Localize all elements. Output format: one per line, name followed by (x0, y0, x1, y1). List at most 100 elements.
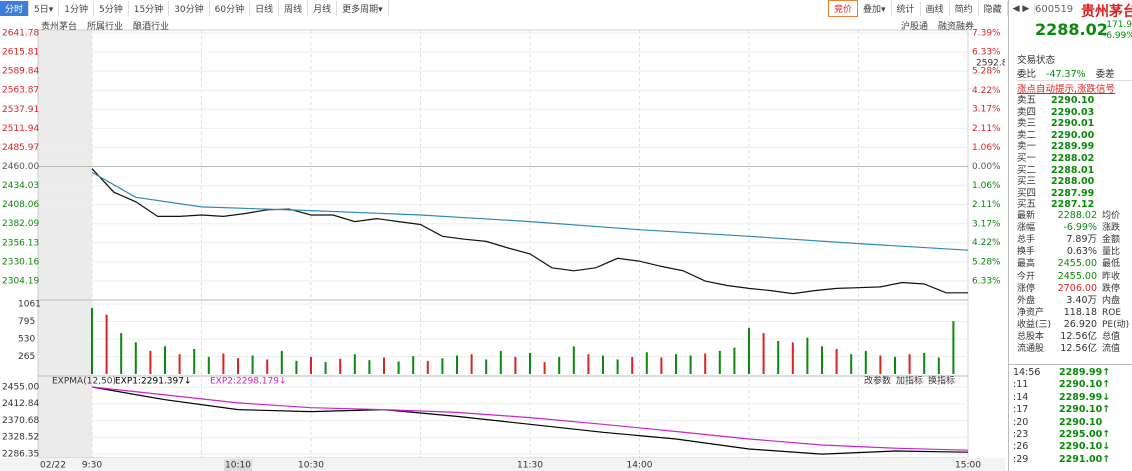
volume-bar (499, 350, 502, 374)
tool-button[interactable]: ◀ ▶ (1008, 2, 1036, 15)
info-item[interactable]: 酿酒行业 (133, 22, 170, 32)
info-link[interactable]: 融资融券 (938, 22, 975, 32)
tick-price: 2291.00↑ (1059, 453, 1111, 465)
stat-value: 26.920 (1063, 318, 1097, 330)
y-tick-label: 2370.68 (2, 416, 39, 426)
tool-button[interactable]: 画线 (921, 1, 950, 16)
tick-time: :23 (1013, 429, 1029, 440)
period-button[interactable]: 1分钟 (59, 1, 94, 16)
period-button[interactable]: 分时 (0, 1, 30, 16)
chart-area: 02/22 2592.80 EXPMA(12,50) 9:30 10:10 10:3… (0, 29, 1005, 471)
indicator-button[interactable]: 换指标 (928, 375, 955, 387)
quote-panel: 600519贵州茅台2288.02-171.98-6.99%交易状态委比-47.… (1008, 0, 1132, 471)
y-tick-label: 795 (18, 317, 35, 327)
book-price: 2290.10 (1051, 95, 1095, 106)
stat-label: 外盘 (1017, 295, 1036, 306)
volume-bar (105, 314, 108, 374)
volume-bar (835, 348, 838, 374)
volume-bar (689, 355, 692, 374)
last-price: 2288.02 (1035, 20, 1108, 39)
y-tick-label: 2615.81 (2, 48, 39, 58)
period-button[interactable]: 15分钟 (129, 1, 170, 16)
y-tick-label: 2328.52 (2, 433, 39, 443)
period-button[interactable]: 日线 (250, 1, 280, 16)
tick-row: :17 2290.10↑ (1013, 404, 1110, 416)
book-row: 买三 2288.00 (1017, 176, 1094, 188)
volume-bar (733, 347, 736, 374)
tool-button[interactable]: 统计 (892, 1, 921, 16)
y2-tick-label: 2.11% (972, 200, 1001, 210)
stat-label: 量比 (1102, 247, 1121, 258)
book-row: 卖五 2290.10 (1017, 95, 1094, 107)
book-price: 2288.02 (1051, 153, 1095, 164)
stat-row: 换手 0.63% 量比 (1017, 246, 1120, 258)
y-tick-label: 2434.03 (2, 181, 39, 191)
stat-row: 今开 2455.00 昨收 (1017, 271, 1120, 283)
tick-price: 2289.99↓ (1059, 391, 1111, 403)
info-item[interactable]: 所属行业 (87, 22, 124, 32)
indicator-button[interactable]: 加指标 (896, 375, 923, 387)
alert-link[interactable]: 涨点自动提示,涨跌信号 (1017, 84, 1116, 95)
y2-tick-label: 7.39% (972, 29, 1001, 39)
period-button[interactable]: 30分钟 (169, 1, 210, 16)
y-tick-label: 530 (18, 335, 35, 345)
book-row: 卖二 2290.00 (1017, 130, 1094, 142)
stat-row: 外盘 3.40万 内盘 (1017, 295, 1120, 307)
stat-label: 金额 (1102, 235, 1121, 246)
tick-row: :23 2295.00↑ (1013, 429, 1110, 441)
volume-bar (879, 355, 882, 374)
price-line (91, 171, 969, 251)
period-button[interactable]: 更多周期▾ (337, 1, 389, 16)
book-label: 买二 (1017, 164, 1037, 176)
period-button[interactable]: 5日▾ (29, 1, 60, 16)
tool-button[interactable]: 叠加▾ (858, 1, 892, 16)
tool-button[interactable]: 竞价 (828, 0, 859, 17)
stat-value: 2288.02 (1057, 210, 1097, 221)
book-price: 2288.00 (1051, 176, 1095, 187)
period-button[interactable]: 60分钟 (210, 1, 251, 16)
volume-bar (134, 342, 137, 374)
stat-value: 2706.00 (1057, 282, 1097, 294)
stat-value: 7.89万 (1066, 234, 1097, 246)
x-tick-label: 11:30 (517, 461, 543, 471)
stat-label: 净资产 (1017, 307, 1045, 318)
volume-bar (952, 321, 955, 374)
x-tick-label: 10:30 (298, 461, 324, 471)
period-button[interactable]: 周线 (279, 1, 309, 16)
stat-value: 118.18 (1063, 306, 1097, 318)
tick-row: :20 2290.10 (1013, 417, 1102, 429)
tool-button[interactable]: 简约 (950, 1, 979, 16)
stat-row: 最新 2288.02 均价 (1017, 210, 1120, 222)
volume-bar (193, 348, 196, 374)
stat-label: 均价 (1102, 211, 1121, 221)
volume-bar (149, 350, 152, 374)
wei-row: 委比 -47.37% 委差 (1017, 66, 1132, 81)
indicator-line (91, 386, 969, 451)
volume-bar (762, 333, 765, 374)
y-tick-label: 2511.94 (2, 124, 39, 134)
stat-value: 3.40万 (1066, 294, 1097, 306)
volume-bar (485, 359, 488, 374)
tick-row: :11 2290.10↑ (1013, 379, 1110, 391)
book-price: 2290.00 (1051, 129, 1095, 141)
stat-label: 最新 (1017, 211, 1036, 221)
volume-bar (864, 350, 867, 374)
y-tick-label: 2408.06 (2, 200, 39, 210)
volume-bar (894, 356, 896, 374)
price-line (91, 168, 968, 295)
tool-button[interactable]: 隐藏 (979, 1, 1008, 16)
book-row: 卖一 2289.99 (1017, 141, 1094, 153)
y-tick-label: 2304.19 (2, 276, 39, 286)
volume-bar (280, 350, 283, 374)
info-link[interactable]: 沪股通 (901, 22, 929, 32)
tick-price: 2290.10↓ (1059, 441, 1111, 453)
period-button[interactable]: 5分钟 (94, 1, 129, 16)
wei-item: 委比 (1017, 69, 1037, 80)
indicator-button[interactable]: 改参数 (864, 375, 891, 387)
volume-bar (616, 359, 619, 374)
volume-bar (295, 360, 298, 374)
y2-tick-label: 5.28% (972, 257, 1001, 267)
period-button[interactable]: 月线 (308, 1, 338, 16)
stat-label: 跌停 (1102, 283, 1121, 294)
